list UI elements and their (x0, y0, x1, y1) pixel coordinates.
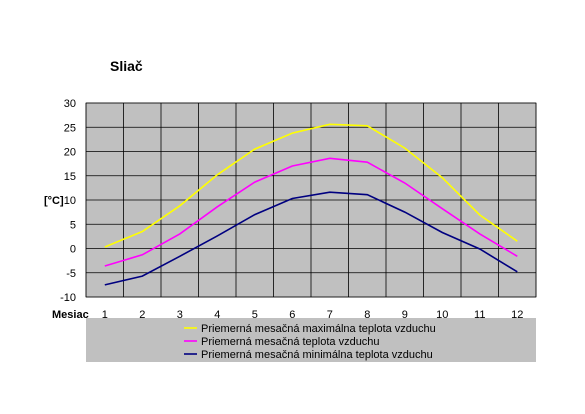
legend-label-1: Priemerná mesačná maximálna teplota vzdu… (201, 323, 436, 335)
x-tick-label: 4 (214, 309, 220, 321)
x-tick-label: 8 (364, 309, 370, 321)
y-tick-label: 25 (64, 122, 76, 134)
x-axis-label: Mesiac (52, 309, 89, 321)
x-tick-label: 6 (289, 309, 295, 321)
y-tick-label: 10 (64, 195, 76, 207)
x-tick-label: 1 (102, 309, 108, 321)
grid-lines (85, 102, 537, 298)
y-tick-label: -10 (60, 292, 76, 304)
y-tick-label: 20 (64, 147, 76, 159)
y-axis-label: [°C] (44, 195, 64, 207)
y-tick-labels: -10 -5 0 5 10 15 20 25 30 (60, 98, 76, 304)
x-tick-label: 7 (327, 309, 333, 321)
y-tick-label: 30 (64, 98, 76, 110)
x-tick-label: 11 (474, 309, 485, 321)
x-tick-label: 2 (139, 309, 145, 321)
y-tick-label: 15 (64, 171, 76, 183)
x-tick-label: 9 (402, 309, 408, 321)
series-line-3 (104, 191, 518, 286)
legend-label-2: Priemerná mesačná teplota vzduchu (201, 336, 380, 348)
x-tick-labels: 1 2 3 4 5 6 7 8 9 10 11 12 (102, 309, 524, 321)
series-line-1 (104, 123, 518, 248)
y-tick-label: 5 (70, 219, 76, 231)
x-tick-label: 3 (177, 309, 183, 321)
x-tick-label: 5 (252, 309, 258, 321)
y-tick-label: 0 (70, 244, 76, 256)
series-lines (104, 123, 518, 286)
legend-label-3: Priemerná mesačná minimálna teplota vzdu… (201, 349, 433, 361)
legend (86, 318, 536, 362)
legend-items: Priemerná mesačná maximálna teplota vzdu… (184, 323, 436, 361)
chart-title: Sliač (110, 58, 143, 74)
series-line-2 (104, 157, 518, 267)
y-tick-label: -5 (66, 268, 76, 280)
